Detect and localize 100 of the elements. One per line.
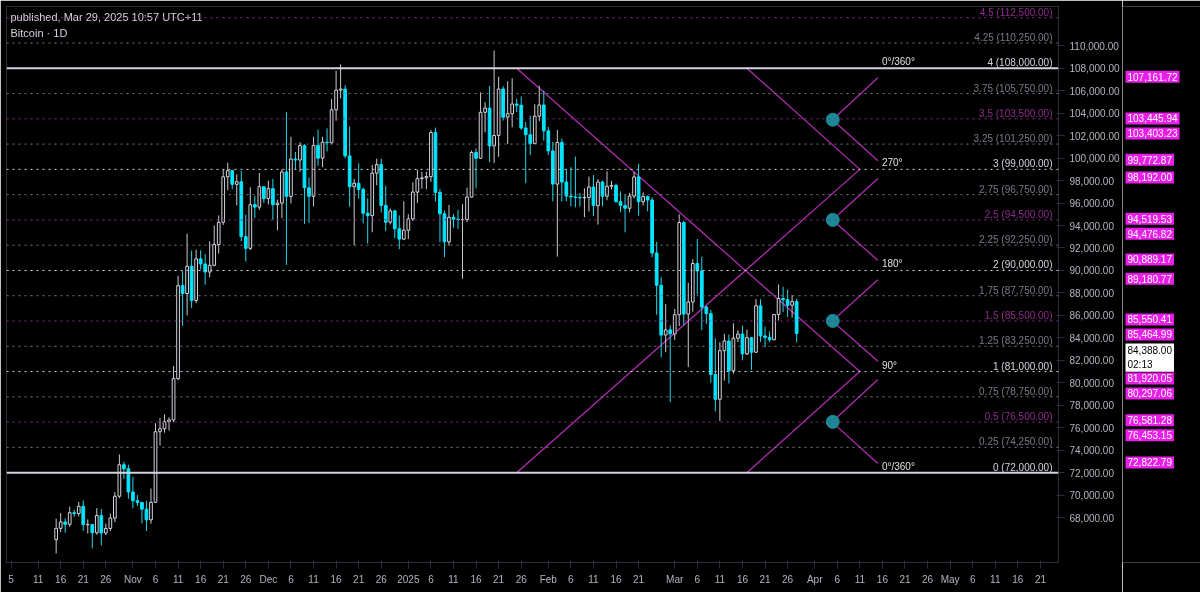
text: 76,453.15	[1127, 430, 1173, 442]
x-tick-label: 6	[288, 573, 295, 585]
x-tick-label: Nov	[124, 573, 142, 585]
x-tick-label: 6	[834, 573, 841, 585]
x-tick-label: 16	[195, 573, 207, 585]
text: 98,192.00	[1127, 172, 1173, 184]
x-tick-label: 26	[782, 573, 794, 585]
ref-line-label: 4.5 (112,500.00)	[979, 6, 1053, 18]
ref-line-label: 2 (90,000.00)	[993, 259, 1053, 271]
x-tick-label: 11	[308, 573, 320, 585]
y-tick-label: 104,000.00	[1069, 108, 1120, 120]
y-tick-label: 92,000.00	[1069, 242, 1115, 254]
x-tick-label: 21	[77, 573, 90, 585]
x-tick-label: Mar	[666, 573, 684, 585]
annotation: 0°/360°	[881, 460, 915, 472]
x-tick-label: 26	[100, 573, 112, 585]
x-tick-label: 6	[694, 573, 701, 585]
text: 99,772.87	[1127, 154, 1173, 166]
ref-line-label: 1.25 (83,250.00)	[979, 335, 1053, 347]
y-tick-label: 106,000.00	[1069, 85, 1120, 97]
x-tick-label: 11	[172, 573, 184, 585]
x-tick-label: 16	[470, 573, 483, 585]
x-tick-label: 21	[353, 573, 365, 585]
text: 103,403.23	[1127, 128, 1178, 140]
text: 72,822.79	[1127, 457, 1173, 469]
x-tick-label: 11	[854, 573, 866, 585]
text: 80,297.06	[1127, 388, 1173, 400]
ref-line-label: 0.5 (76,500.00)	[984, 411, 1053, 423]
y-tick-label: 74,000.00	[1069, 445, 1115, 457]
x-tick-label: 21	[899, 573, 911, 585]
x-tick-label: 16	[1012, 573, 1024, 585]
x-tick-label: Feb	[539, 573, 558, 585]
x-tick-label: 11	[714, 573, 726, 585]
text: 107,161.72	[1127, 71, 1178, 83]
y-tick-label: 80,000.00	[1069, 377, 1115, 389]
ref-line-label: 3.75 (105,750.00)	[973, 82, 1053, 94]
annotation: 180°	[881, 258, 903, 270]
ref-line-label: 1.75 (87,750.00)	[979, 284, 1053, 296]
ref-line-label: 3.5 (103,500.00)	[979, 107, 1053, 119]
y-tick-label: 96,000.00	[1069, 198, 1115, 210]
ref-line-label: 2.75 (96,750.00)	[979, 183, 1053, 195]
text: 94,476.82	[1127, 228, 1173, 240]
ref-line-label: 4 (108,000.00)	[987, 57, 1053, 69]
x-tick-label: 26	[922, 573, 934, 585]
text: 103,445.94	[1127, 113, 1178, 125]
x-tick-label: 11	[32, 573, 44, 585]
x-tick-label: 6	[969, 573, 976, 585]
x-tick-label: May	[940, 573, 960, 585]
y-tick-label: 94,000.00	[1069, 220, 1115, 232]
y-tick-label: 100,000.00	[1069, 153, 1120, 165]
x-tick-label: 26	[240, 573, 252, 585]
x-tick-label: 16	[610, 573, 623, 585]
y-tick-label: 76,000.00	[1069, 422, 1115, 434]
text: 90,889.17	[1127, 254, 1173, 266]
text: 84,388.00 02:13	[1127, 345, 1173, 370]
y-tick-label: 72,000.00	[1069, 467, 1115, 479]
text: 76,581.28	[1127, 415, 1173, 427]
y-tick-label: 88,000.00	[1069, 287, 1115, 299]
annotation: 90°	[881, 359, 898, 371]
y-tick-label: 78,000.00	[1069, 400, 1115, 412]
x-tick-label: Dec	[259, 573, 278, 585]
x-tick-label: 6	[568, 573, 575, 585]
annotation: 0°/360°	[881, 56, 915, 68]
x-tick-label: 21	[759, 573, 772, 585]
y-tick-label: 110,000.00	[1069, 40, 1120, 52]
y-tick-label: 102,000.00	[1069, 130, 1120, 142]
x-tick-label: 16	[876, 573, 889, 585]
x-tick-label: 11	[990, 573, 1001, 585]
y-tick-label: 98,000.00	[1069, 175, 1115, 187]
ref-line-label: 2.25 (92,250.00)	[979, 234, 1053, 246]
ref-line-label: 1 (81,000.00)	[993, 360, 1053, 372]
y-tick-label: 84,000.00	[1069, 332, 1115, 344]
x-tick-label: 21	[1034, 573, 1047, 585]
y-tick-label: 68,000.00	[1069, 512, 1115, 524]
text: 94,519.53	[1127, 213, 1173, 225]
y-tick-label: 70,000.00	[1069, 490, 1115, 502]
x-tick-label: 6	[428, 573, 435, 585]
ref-line-label: 0.25 (74,250.00)	[979, 436, 1053, 448]
ref-line-label: 0 (72,000.00)	[993, 461, 1053, 473]
x-tick-label: 26	[515, 573, 528, 585]
y-tick-label: 108,000.00	[1069, 63, 1120, 75]
ref-line-label: 2.5 (94,500.00)	[984, 208, 1053, 220]
x-tick-label: 11	[588, 573, 600, 585]
ref-line-label: 1.5 (85,500.00)	[984, 310, 1053, 322]
x-tick-label: 21	[493, 573, 505, 585]
x-tick-label: 5	[8, 573, 15, 585]
text: 89,180.77	[1127, 273, 1173, 285]
y-tick-label: 90,000.00	[1069, 265, 1115, 277]
x-tick-label: 21	[217, 573, 230, 585]
text: Bitcoin · 1D	[10, 26, 68, 39]
text: 85,464.99	[1127, 329, 1173, 341]
x-tick-label: 26	[375, 573, 388, 585]
ref-line-label: 0.75 (78,750.00)	[979, 385, 1053, 397]
x-tick-label: 16	[55, 573, 67, 585]
x-tick-label: 21	[633, 573, 645, 585]
ref-line-label: 3 (99,000.00)	[993, 158, 1053, 170]
y-tick-label: 86,000.00	[1069, 310, 1115, 322]
text: 81,920.05	[1127, 373, 1173, 385]
x-tick-label: 6	[152, 573, 159, 585]
y-tick-label: 82,000.00	[1069, 355, 1115, 367]
